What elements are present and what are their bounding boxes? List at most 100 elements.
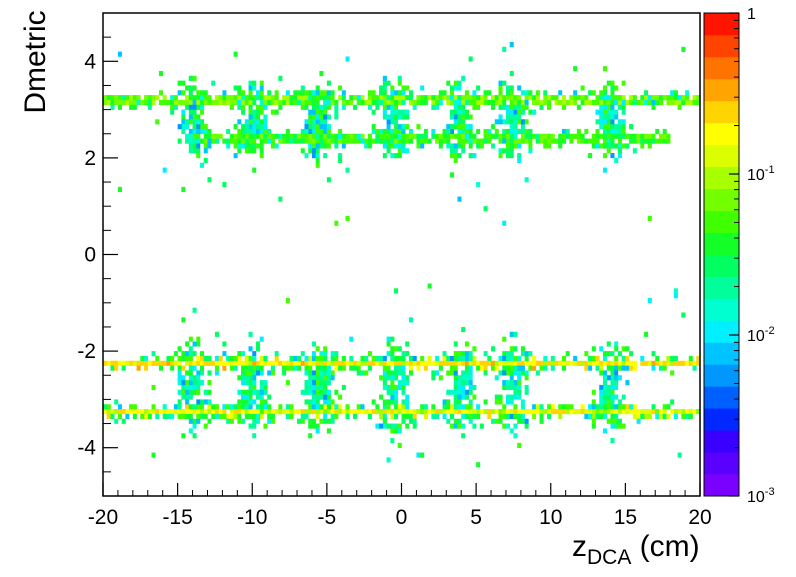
heatmap-cell xyxy=(117,409,122,415)
heatmap-cell xyxy=(200,99,205,106)
heatmap-cell xyxy=(606,133,611,139)
heatmap-cell xyxy=(330,413,335,420)
heatmap-cell xyxy=(397,133,402,139)
heatmap-cell xyxy=(509,153,514,159)
heatmap-cell xyxy=(517,143,522,149)
heatmap-cell xyxy=(200,90,205,96)
heatmap-cell xyxy=(379,128,384,135)
y-tick-label: 4 xyxy=(84,50,96,73)
heatmap-cell xyxy=(237,409,242,415)
heatmap-cell xyxy=(617,399,622,405)
heatmap-cell xyxy=(196,124,201,130)
heatmap-cell xyxy=(438,365,443,371)
heatmap-cell xyxy=(300,99,305,106)
heatmap-cell xyxy=(468,143,473,149)
heatmap-cell xyxy=(673,293,678,299)
heatmap-cell xyxy=(405,351,410,357)
heatmap-cell xyxy=(341,365,346,371)
heatmap-cell xyxy=(304,413,309,420)
heatmap-cell xyxy=(491,365,496,371)
heatmap-cell xyxy=(390,394,395,400)
heatmap-cell xyxy=(487,409,492,415)
heatmap-cell xyxy=(222,413,227,420)
heatmap-cell xyxy=(517,119,522,125)
heatmap-cell xyxy=(520,351,525,357)
heatmap-cell xyxy=(110,365,115,371)
heatmap-cell xyxy=(188,360,193,366)
heatmap-cell xyxy=(408,317,413,323)
heatmap-cell xyxy=(599,409,604,415)
heatmap-cell xyxy=(356,365,361,371)
heatmap-cell xyxy=(472,413,477,420)
heatmap-cell xyxy=(517,114,522,120)
heatmap-cell xyxy=(248,124,253,130)
heatmap-cell xyxy=(207,370,212,376)
heatmap-cell xyxy=(461,75,466,81)
heatmap-cell xyxy=(196,153,201,159)
heatmap-cell xyxy=(114,95,119,101)
heatmap-cell xyxy=(517,389,522,395)
heatmap-cell xyxy=(550,355,555,362)
heatmap-cell xyxy=(461,433,466,439)
heatmap-cell xyxy=(524,104,529,110)
heatmap-cell xyxy=(177,99,182,106)
heatmap-cell xyxy=(117,95,122,101)
heatmap-cell xyxy=(140,413,145,420)
heatmap-cell xyxy=(188,428,193,434)
heatmap-cell xyxy=(170,95,175,101)
heatmap-cell xyxy=(367,90,372,96)
heatmap-cell xyxy=(509,41,514,48)
heatmap-cell xyxy=(323,138,328,144)
heatmap-cell xyxy=(356,95,361,101)
heatmap-cell xyxy=(464,389,469,395)
heatmap-cell xyxy=(259,355,264,362)
heatmap-cell xyxy=(595,133,600,139)
heatmap-cell xyxy=(241,138,246,144)
heatmap-cell xyxy=(397,99,402,106)
heatmap-cell xyxy=(401,355,406,362)
heatmap-cell xyxy=(442,360,447,366)
heatmap-cell xyxy=(282,365,287,371)
heatmap-cell xyxy=(244,99,249,106)
heatmap-cell xyxy=(214,360,219,366)
heatmap-cell xyxy=(394,399,399,405)
heatmap-cell xyxy=(207,133,212,139)
heatmap-cell xyxy=(259,80,264,86)
heatmap-cell xyxy=(252,351,257,357)
heatmap-cell xyxy=(185,124,190,130)
heatmap-cell xyxy=(267,138,272,144)
heatmap-cell xyxy=(573,360,578,366)
heatmap-cell xyxy=(173,104,178,110)
heatmap-cell xyxy=(289,409,294,415)
heatmap-cell xyxy=(468,95,473,101)
heatmap-cell xyxy=(207,418,212,424)
heatmap-cell xyxy=(315,109,320,115)
heatmap-cell xyxy=(203,143,208,149)
heatmap-cell xyxy=(427,138,432,144)
heatmap-cell xyxy=(326,394,331,400)
heatmap-cell xyxy=(405,380,410,386)
heatmap-cell xyxy=(304,95,309,101)
heatmap-cell xyxy=(326,99,331,106)
heatmap-cell xyxy=(505,133,511,139)
heatmap-cell xyxy=(200,365,205,371)
heatmap-cell xyxy=(311,409,316,415)
heatmap-cell xyxy=(390,384,395,391)
heatmap-cell xyxy=(491,104,496,110)
heatmap-cell xyxy=(293,409,298,415)
heatmap-cell xyxy=(435,138,440,144)
heatmap-cell xyxy=(252,95,257,101)
heatmap-cell xyxy=(334,351,339,357)
heatmap-cell xyxy=(330,409,335,415)
heatmap-cell xyxy=(326,365,331,371)
heatmap-cell xyxy=(483,365,488,371)
heatmap-cell xyxy=(319,143,324,149)
heatmap-cell xyxy=(181,114,186,120)
heatmap-cell xyxy=(315,428,320,434)
heatmap-cell xyxy=(617,143,622,149)
heatmap-cell xyxy=(621,80,626,86)
heatmap-cell xyxy=(453,148,458,154)
heatmap-cell xyxy=(270,413,275,420)
heatmap-cell xyxy=(334,133,339,139)
heatmap-cell xyxy=(386,409,391,415)
